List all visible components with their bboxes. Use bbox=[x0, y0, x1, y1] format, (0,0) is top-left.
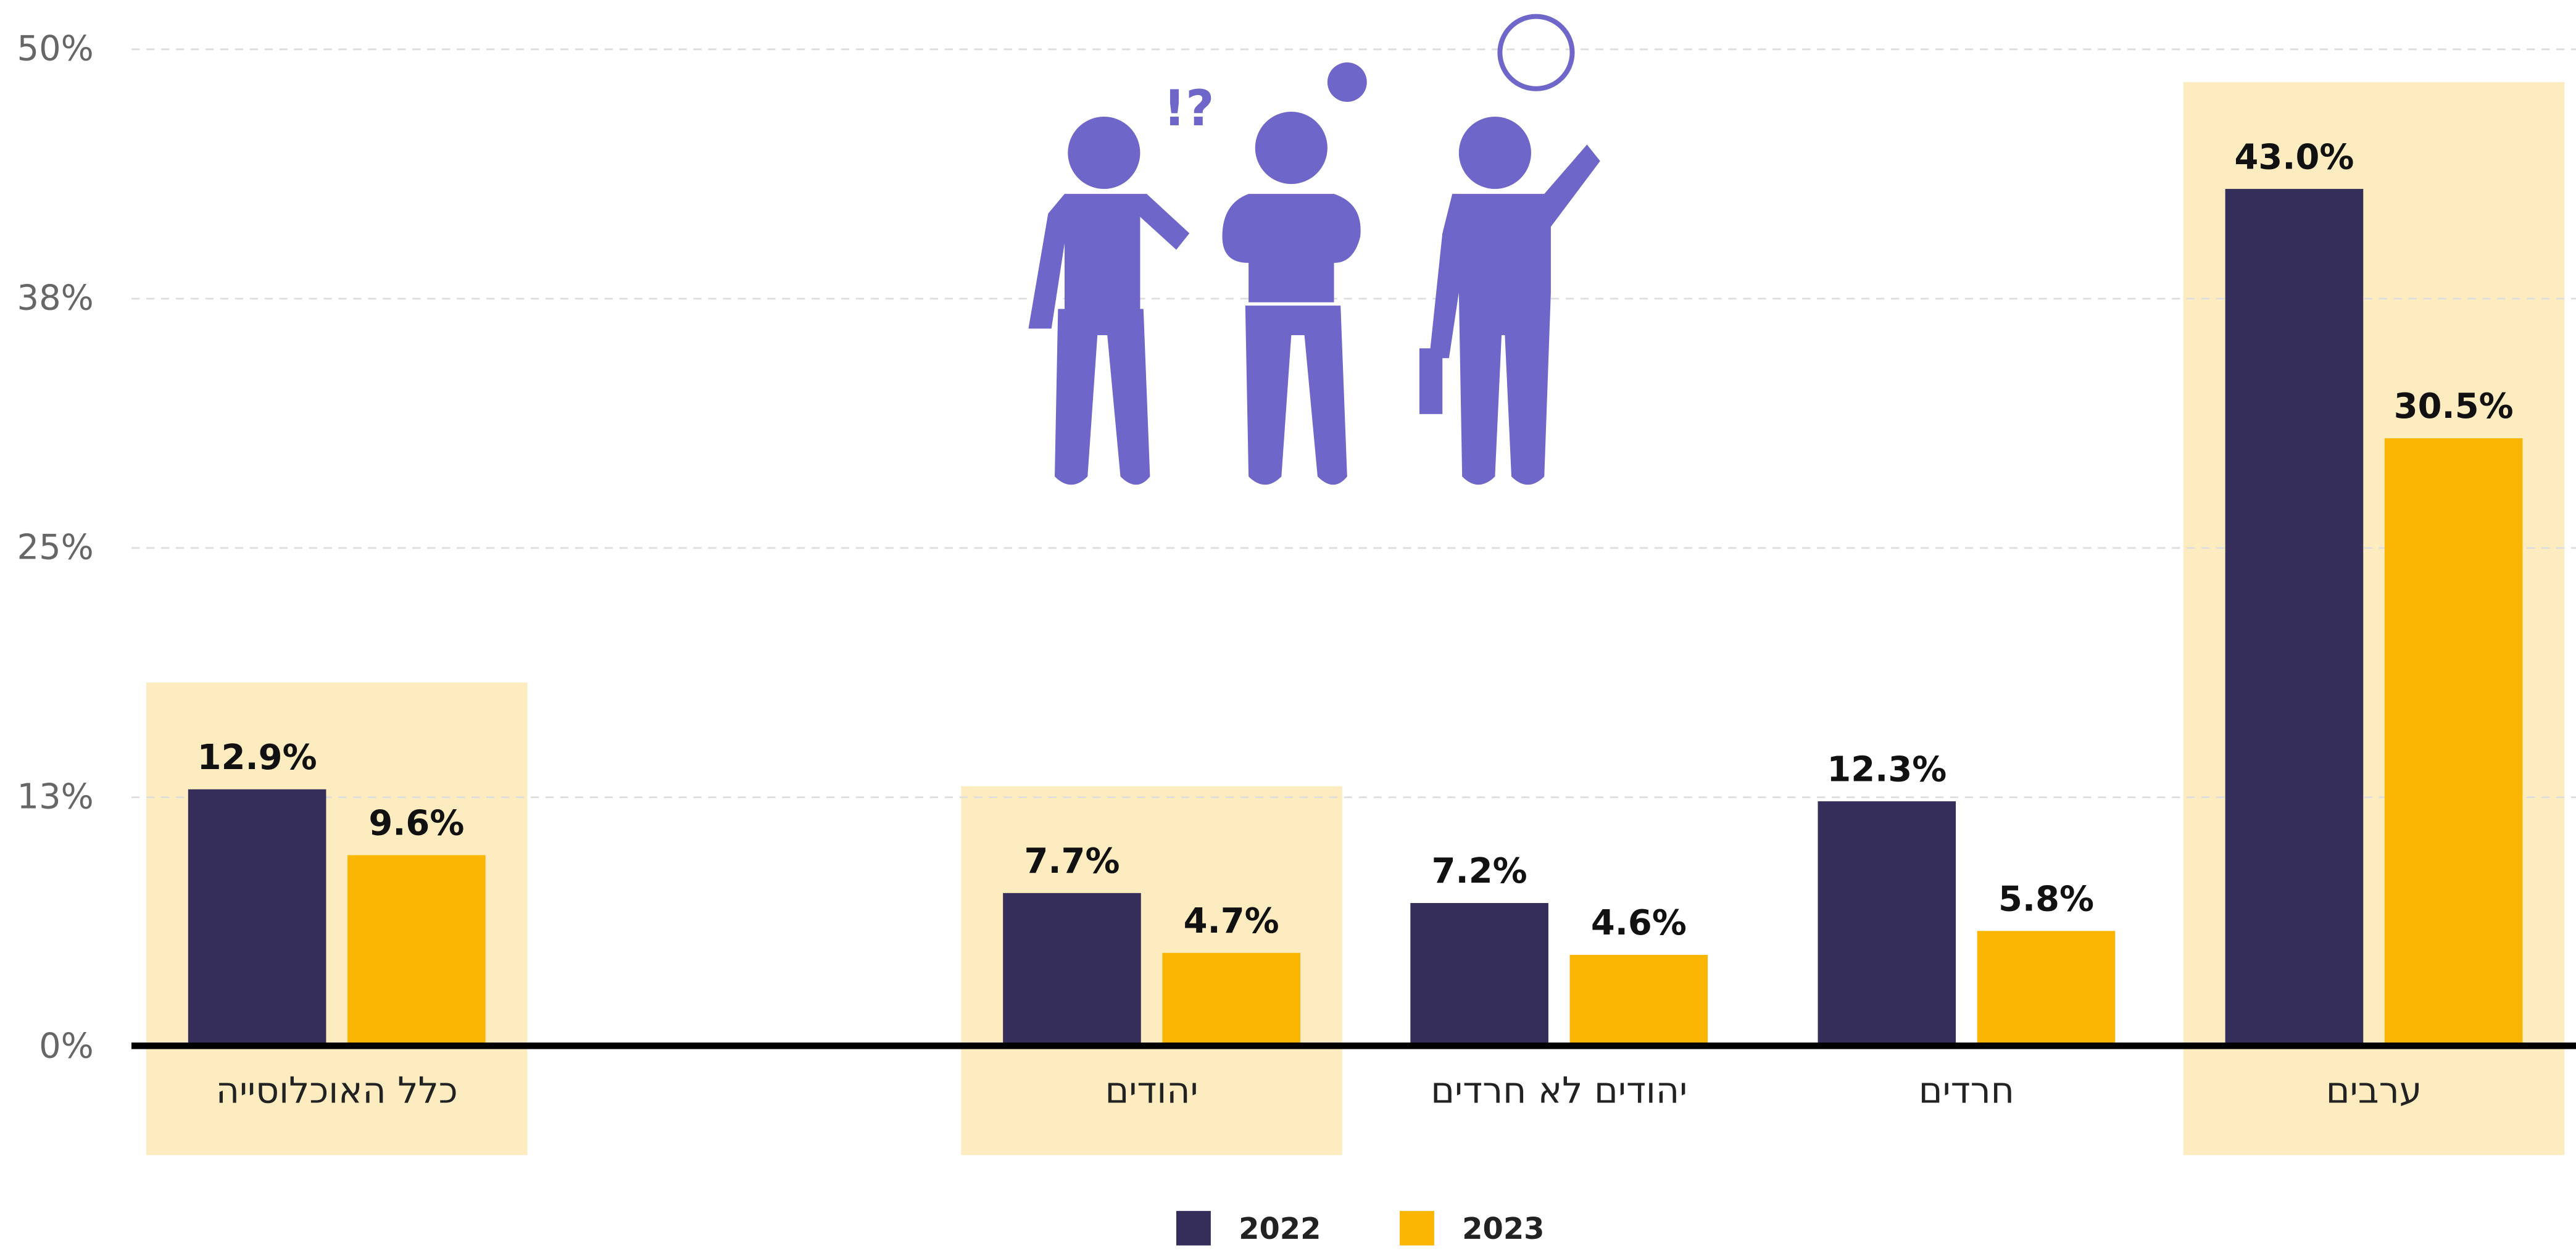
figure-head bbox=[1068, 116, 1141, 189]
value-label: 4.6% bbox=[1591, 903, 1687, 943]
bar bbox=[1003, 893, 1141, 1047]
value-label: 7.7% bbox=[1024, 841, 1120, 881]
x-tick-label: חרדים bbox=[1919, 1069, 2014, 1111]
figure-head bbox=[1458, 116, 1531, 189]
bar bbox=[1410, 902, 1548, 1047]
x-tick-label: כלל האוכלוסייה bbox=[216, 1069, 458, 1111]
bar bbox=[1569, 955, 1708, 1047]
figure-legs bbox=[1245, 306, 1347, 485]
figure-head bbox=[1255, 112, 1327, 185]
figure-symbol: !? bbox=[1163, 80, 1215, 137]
value-label: 12.9% bbox=[197, 738, 317, 778]
bar bbox=[188, 789, 326, 1047]
value-label: 7.2% bbox=[1432, 851, 1527, 891]
y-tick-label: 50% bbox=[17, 29, 94, 69]
figure-body bbox=[1028, 194, 1190, 329]
value-label: 30.5% bbox=[2394, 386, 2514, 427]
legend-label: 2022 bbox=[1239, 1212, 1321, 1246]
figure-body bbox=[1222, 194, 1361, 302]
bar bbox=[1977, 931, 2116, 1047]
bar bbox=[2384, 438, 2523, 1047]
x-tick-label: ערבים bbox=[2326, 1069, 2422, 1111]
value-label: 9.6% bbox=[368, 804, 464, 844]
legend-swatch bbox=[1176, 1210, 1211, 1246]
y-tick-label: 13% bbox=[17, 777, 94, 817]
bar bbox=[1818, 801, 1956, 1047]
grid-layer: 0% 13% 25% 38% 50% bbox=[17, 29, 2576, 1066]
value-label: 4.7% bbox=[1184, 901, 1279, 941]
value-label: 12.3% bbox=[1827, 749, 1947, 789]
y-tick-label: 38% bbox=[17, 278, 94, 318]
x-tick-label: יהודים bbox=[1105, 1069, 1198, 1111]
legend-swatch bbox=[1400, 1210, 1434, 1246]
bar bbox=[1162, 952, 1300, 1047]
illustration: !? bbox=[1028, 14, 1600, 485]
briefcase bbox=[1419, 348, 1443, 414]
figure-symbol bbox=[1497, 14, 1575, 91]
figure-symbol bbox=[1327, 62, 1367, 102]
bar bbox=[347, 855, 486, 1047]
y-tick-label: 25% bbox=[17, 528, 94, 568]
y-tick-label: 0% bbox=[39, 1026, 94, 1066]
value-label: 43.0% bbox=[2234, 137, 2354, 177]
bars-layer: כלל האוכלוסייה 12.9% 9.6% יהודים 7.7% 4.7% יהו… bbox=[188, 137, 2523, 1246]
bar bbox=[2225, 189, 2364, 1047]
x-tick-label: יהודים לא חרדים bbox=[1431, 1069, 1687, 1111]
legend-label: 2023 bbox=[1462, 1212, 1544, 1246]
figure-body bbox=[1429, 144, 1600, 485]
figure-legs bbox=[1055, 309, 1150, 485]
value-label: 5.8% bbox=[1998, 879, 2094, 919]
